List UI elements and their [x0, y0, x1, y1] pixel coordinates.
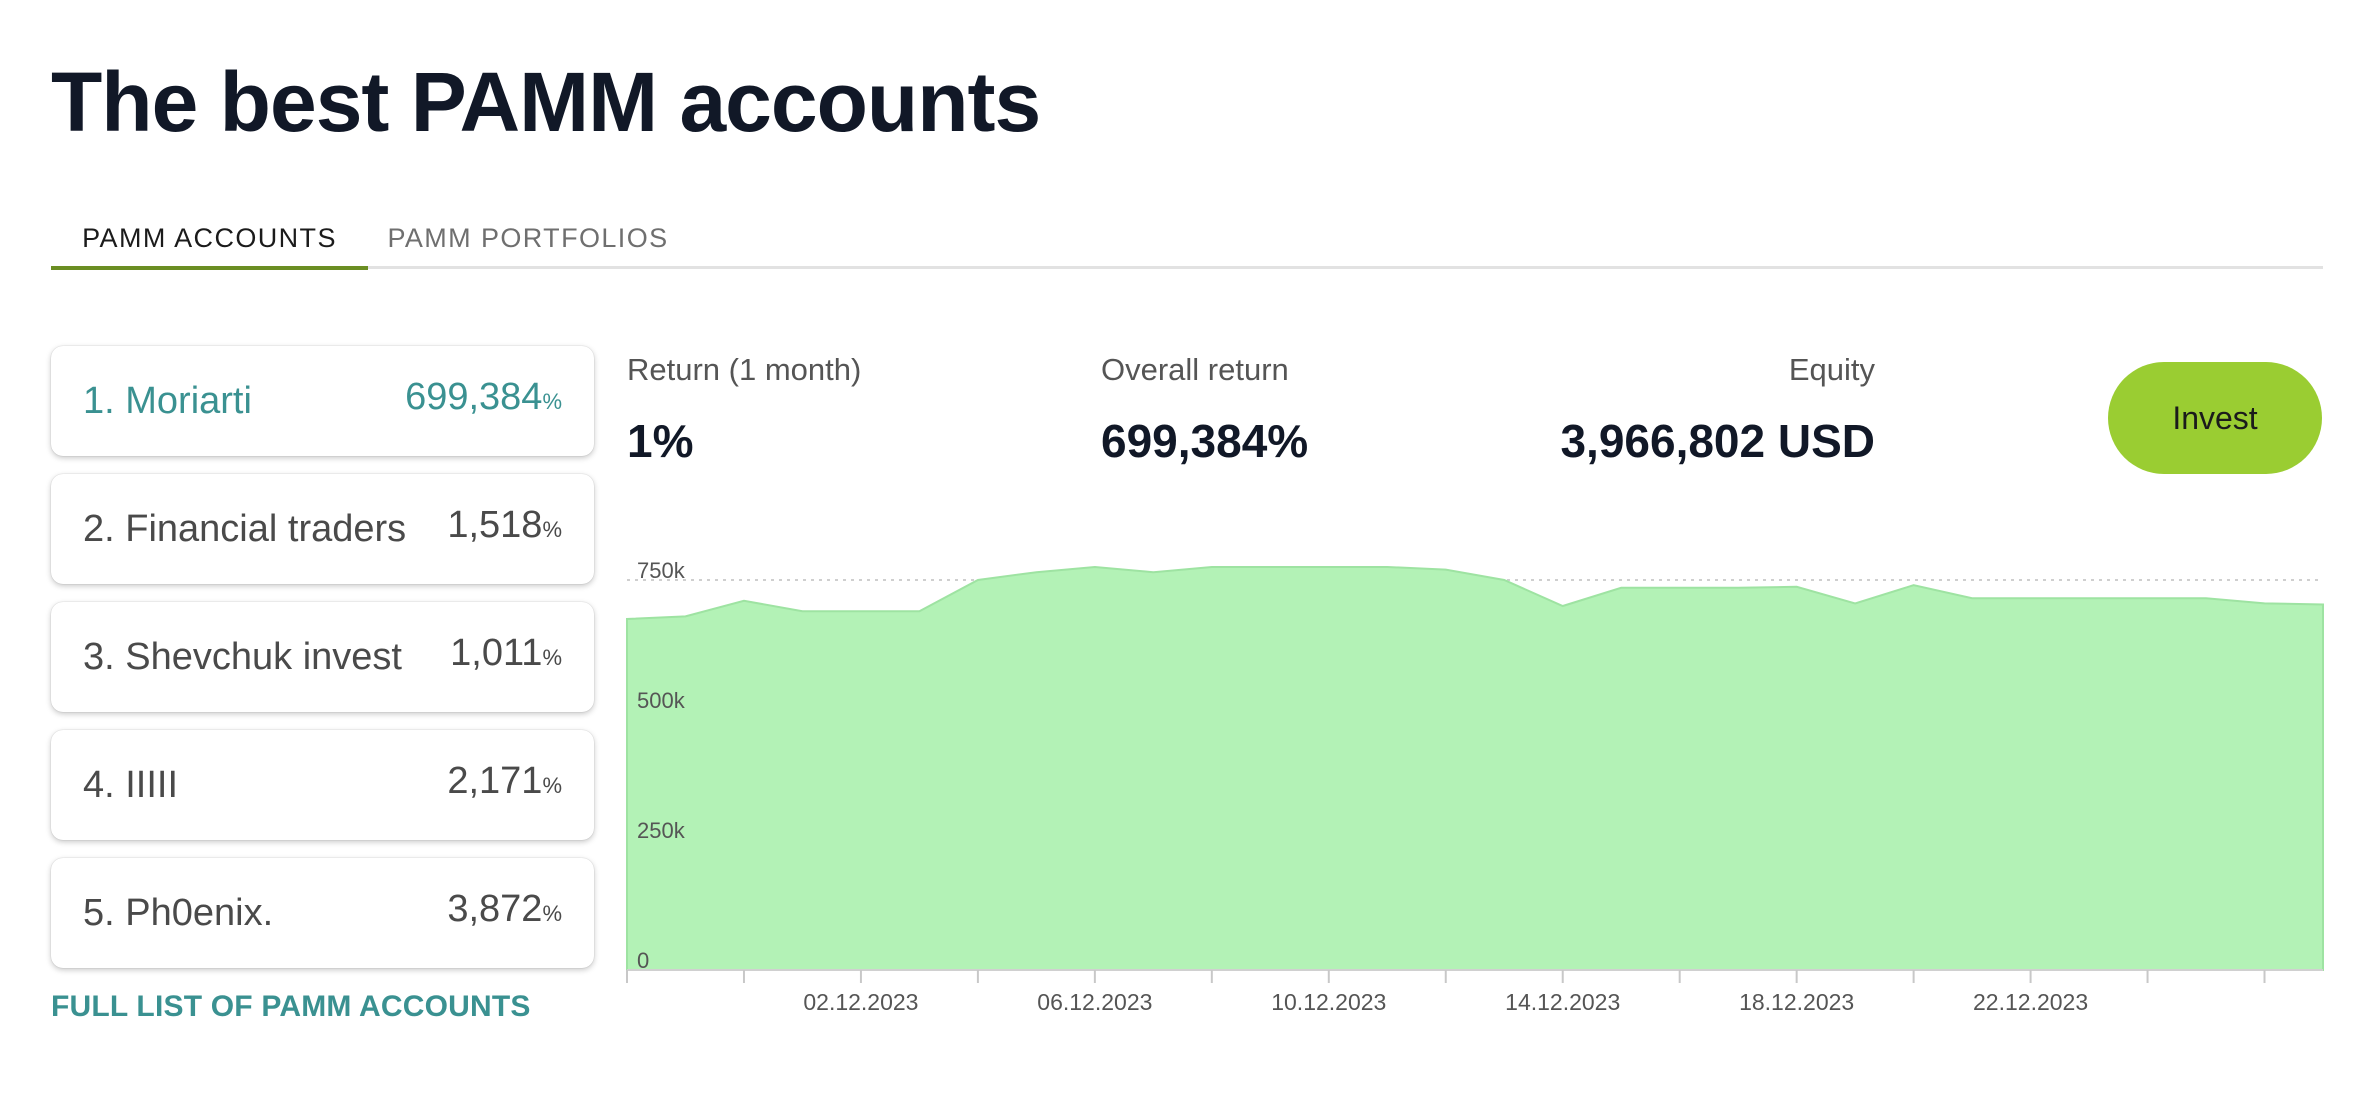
tab-pamm-accounts[interactable]: PAMM ACCOUNTS — [51, 218, 368, 270]
x-tick-label: 06.12.2023 — [1037, 989, 1152, 1015]
x-tick-label: 18.12.2023 — [1739, 989, 1854, 1015]
x-tick-label: 02.12.2023 — [803, 989, 918, 1015]
account-return: 1,518% — [447, 504, 562, 546]
account-card-2[interactable]: 2. Financial traders 1,518% — [51, 474, 594, 584]
account-card-5[interactable]: 5. Ph0enix. 3,872% — [51, 858, 594, 968]
account-card-4[interactable]: 4. IIIII 2,171% — [51, 730, 594, 840]
tab-bar: PAMM ACCOUNTS PAMM PORTFOLIOS — [51, 204, 2323, 270]
y-tick-label: 250k — [637, 818, 686, 843]
x-tick-label: 14.12.2023 — [1505, 989, 1620, 1015]
tab-pamm-portfolios[interactable]: PAMM PORTFOLIOS — [387, 223, 669, 253]
x-tick-label: 22.12.2023 — [1973, 989, 2088, 1015]
account-return: 2,171% — [447, 760, 562, 802]
y-tick-label: 500k — [637, 688, 686, 713]
overall-return-value: 699,384% — [1101, 415, 1309, 467]
account-card-3[interactable]: 3. Shevchuk invest 1,011% — [51, 602, 594, 712]
equity-area — [626, 565, 2324, 971]
overall-return-label: Overall return — [1101, 352, 1289, 387]
account-return: 1,011% — [450, 632, 562, 674]
invest-button[interactable]: Invest — [2108, 362, 2322, 474]
x-tick-label: 10.12.2023 — [1271, 989, 1386, 1015]
return-1m-label: Return (1 month) — [627, 352, 862, 387]
equity-value: 3,966,802 USD — [1560, 415, 1875, 467]
return-1m-value: 1% — [627, 415, 694, 467]
account-card-1[interactable]: 1. Moriarti 699,384% — [51, 346, 594, 456]
account-return: 3,872% — [447, 888, 562, 930]
page-title: The best PAMM accounts — [51, 55, 1041, 149]
equity-label: Equity — [1788, 352, 1875, 387]
y-tick-label: 0 — [637, 948, 649, 973]
y-tick-label: 750k — [637, 558, 686, 583]
account-return: 699,384% — [405, 376, 562, 418]
full-list-link[interactable]: FULL LIST OF PAMM ACCOUNTS — [51, 990, 531, 1023]
